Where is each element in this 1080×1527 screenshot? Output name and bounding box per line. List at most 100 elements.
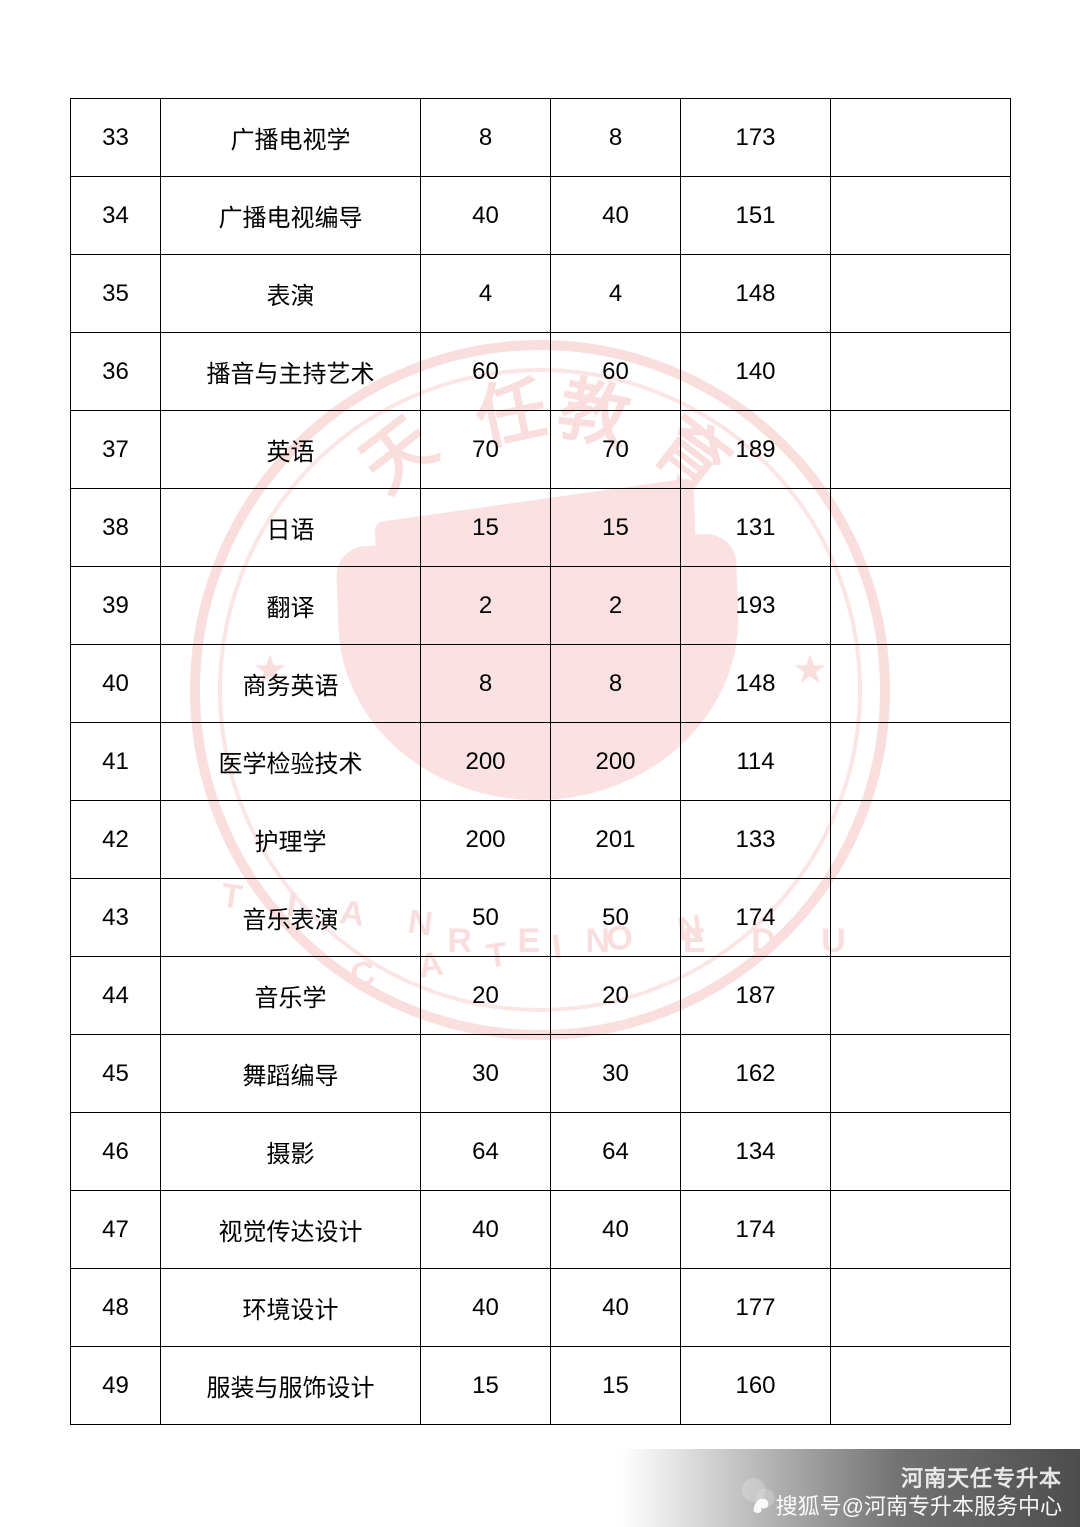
table-row: 34广播电视编导4040151 (71, 177, 1011, 255)
table-row: 45舞蹈编导3030162 (71, 1035, 1011, 1113)
table-row: 46摄影6464134 (71, 1113, 1011, 1191)
row-number-cell: 40 (71, 645, 161, 723)
value-cell: 30 (421, 1035, 551, 1113)
value-cell: 60 (551, 333, 681, 411)
watermark-source-label: 搜狐号@河南专升本服务中心 (776, 1494, 1062, 1519)
value-cell: 40 (551, 1269, 681, 1347)
value-cell: 187 (681, 957, 831, 1035)
value-cell: 162 (681, 1035, 831, 1113)
value-cell: 173 (681, 99, 831, 177)
value-cell: 148 (681, 255, 831, 333)
row-number-cell: 37 (71, 411, 161, 489)
value-cell: 177 (681, 1269, 831, 1347)
value-cell: 70 (421, 411, 551, 489)
row-number-cell: 46 (71, 1113, 161, 1191)
value-cell: 8 (551, 645, 681, 723)
value-cell: 8 (551, 99, 681, 177)
value-cell: 134 (681, 1113, 831, 1191)
majors-table: 33广播电视学8817334广播电视编导404015135表演4414836播音… (70, 98, 1011, 1425)
value-cell: 50 (421, 879, 551, 957)
value-cell: 70 (551, 411, 681, 489)
row-number-cell: 47 (71, 1191, 161, 1269)
row-number-cell: 42 (71, 801, 161, 879)
table-row: 33广播电视学88173 (71, 99, 1011, 177)
value-cell: 201 (551, 801, 681, 879)
value-cell: 131 (681, 489, 831, 567)
value-cell: 200 (551, 723, 681, 801)
major-name-cell: 表演 (161, 255, 421, 333)
value-cell: 174 (681, 879, 831, 957)
value-cell: 60 (421, 333, 551, 411)
major-name-cell: 服装与服饰设计 (161, 1347, 421, 1425)
value-cell (831, 1347, 1011, 1425)
row-number-cell: 34 (71, 177, 161, 255)
value-cell: 20 (421, 957, 551, 1035)
table-row: 41医学检验技术200200114 (71, 723, 1011, 801)
row-number-cell: 43 (71, 879, 161, 957)
value-cell: 15 (551, 489, 681, 567)
source-watermark: 河南天任专升本 搜狐号@河南专升本服务中心 (620, 1449, 1080, 1527)
value-cell (831, 1191, 1011, 1269)
major-name-cell: 音乐学 (161, 957, 421, 1035)
value-cell: 133 (681, 801, 831, 879)
value-cell: 50 (551, 879, 681, 957)
table-row: 38日语1515131 (71, 489, 1011, 567)
value-cell (831, 177, 1011, 255)
value-cell: 40 (421, 1269, 551, 1347)
value-cell: 8 (421, 99, 551, 177)
value-cell (831, 1113, 1011, 1191)
major-name-cell: 音乐表演 (161, 879, 421, 957)
row-number-cell: 45 (71, 1035, 161, 1113)
value-cell: 140 (681, 333, 831, 411)
value-cell: 64 (551, 1113, 681, 1191)
table-row: 48环境设计4040177 (71, 1269, 1011, 1347)
value-cell (831, 879, 1011, 957)
value-cell: 40 (421, 1191, 551, 1269)
value-cell: 200 (421, 801, 551, 879)
table-row: 43音乐表演5050174 (71, 879, 1011, 957)
major-name-cell: 翻译 (161, 567, 421, 645)
row-number-cell: 38 (71, 489, 161, 567)
value-cell (831, 255, 1011, 333)
table-row: 37英语7070189 (71, 411, 1011, 489)
row-number-cell: 41 (71, 723, 161, 801)
value-cell: 160 (681, 1347, 831, 1425)
value-cell: 40 (421, 177, 551, 255)
value-cell: 64 (421, 1113, 551, 1191)
row-number-cell: 44 (71, 957, 161, 1035)
value-cell: 15 (551, 1347, 681, 1425)
value-cell: 2 (421, 567, 551, 645)
value-cell (831, 1035, 1011, 1113)
table-row: 42护理学200201133 (71, 801, 1011, 879)
table-row: 36播音与主持艺术6060140 (71, 333, 1011, 411)
value-cell: 174 (681, 1191, 831, 1269)
table-row: 40商务英语88148 (71, 645, 1011, 723)
value-cell (831, 489, 1011, 567)
value-cell: 8 (421, 645, 551, 723)
major-name-cell: 舞蹈编导 (161, 1035, 421, 1113)
major-name-cell: 摄影 (161, 1113, 421, 1191)
value-cell: 148 (681, 645, 831, 723)
row-number-cell: 33 (71, 99, 161, 177)
major-name-cell: 播音与主持艺术 (161, 333, 421, 411)
major-name-cell: 视觉传达设计 (161, 1191, 421, 1269)
row-number-cell: 39 (71, 567, 161, 645)
major-name-cell: 广播电视编导 (161, 177, 421, 255)
table-row: 39翻译22193 (71, 567, 1011, 645)
row-number-cell: 36 (71, 333, 161, 411)
major-name-cell: 日语 (161, 489, 421, 567)
value-cell: 15 (421, 1347, 551, 1425)
value-cell: 40 (551, 177, 681, 255)
major-name-cell: 医学检验技术 (161, 723, 421, 801)
value-cell: 20 (551, 957, 681, 1035)
row-number-cell: 48 (71, 1269, 161, 1347)
value-cell: 30 (551, 1035, 681, 1113)
table-row: 44音乐学2020187 (71, 957, 1011, 1035)
value-cell: 189 (681, 411, 831, 489)
watermark-source-text: 搜狐号@河南专升本服务中心 (750, 1489, 1062, 1521)
value-cell: 40 (551, 1191, 681, 1269)
major-name-cell: 护理学 (161, 801, 421, 879)
table-row: 49服装与服饰设计1515160 (71, 1347, 1011, 1425)
value-cell: 4 (421, 255, 551, 333)
value-cell: 193 (681, 567, 831, 645)
